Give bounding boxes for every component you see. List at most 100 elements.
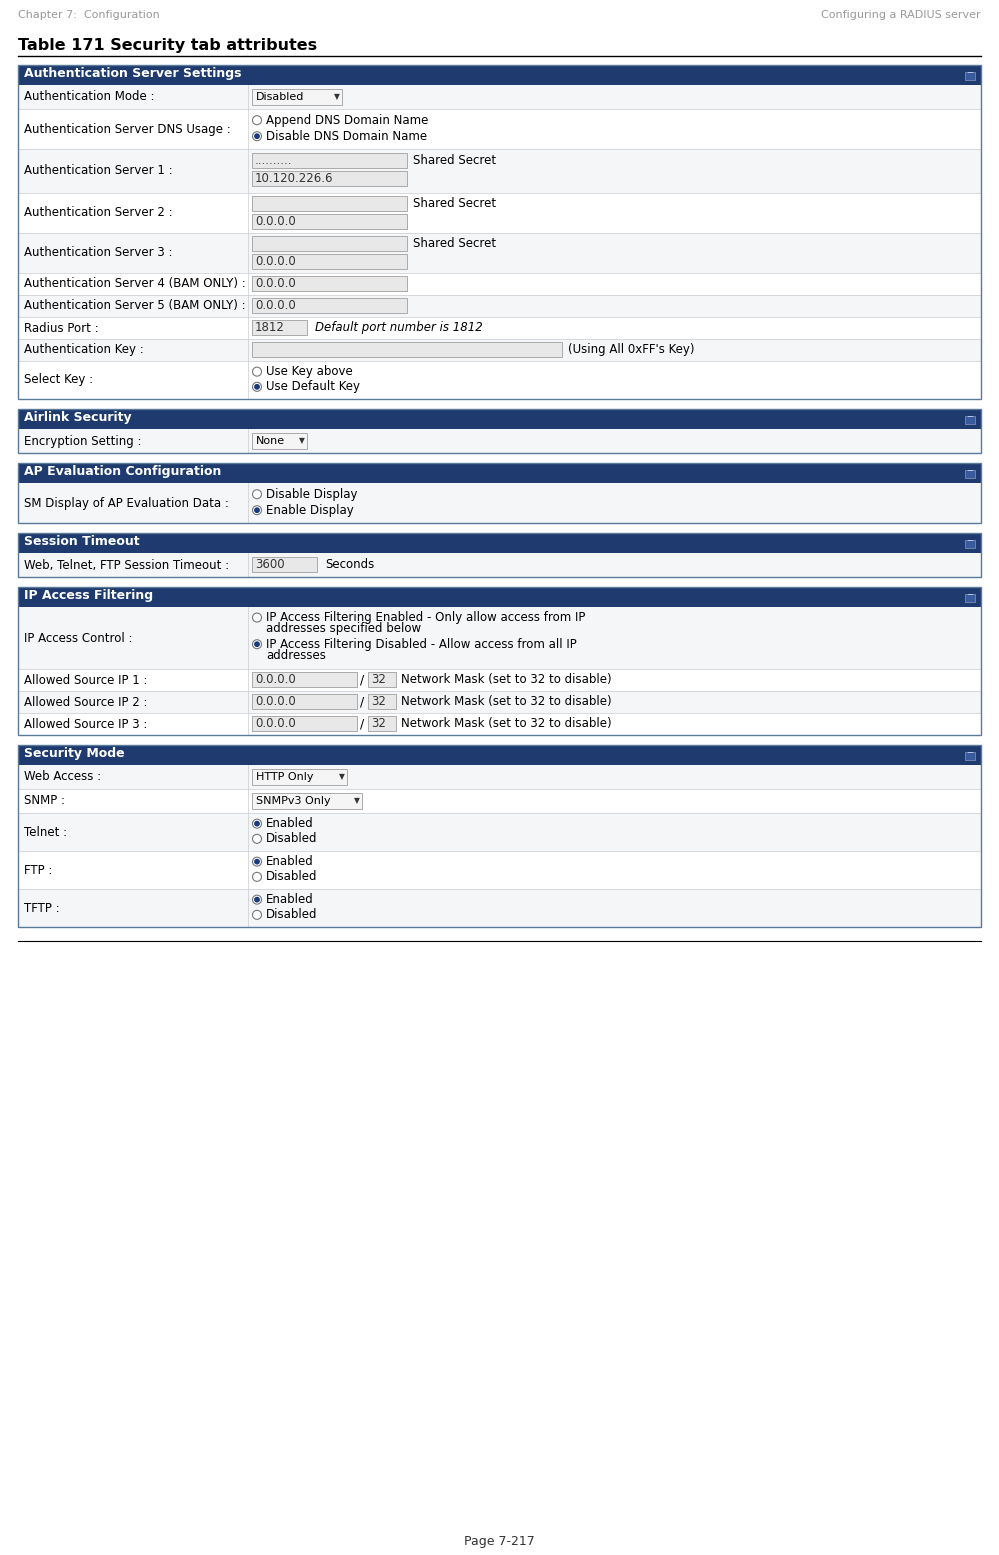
Bar bbox=[252, 275, 407, 291]
Text: Network Mask (set to 32 to disable): Network Mask (set to 32 to disable) bbox=[401, 673, 611, 686]
Text: Enabled: Enabled bbox=[266, 855, 314, 868]
Text: Disabled: Disabled bbox=[266, 832, 318, 846]
Circle shape bbox=[253, 383, 262, 392]
Text: (Using All 0xFF's Key): (Using All 0xFF's Key) bbox=[568, 344, 694, 356]
Text: −: − bbox=[966, 466, 973, 476]
Text: 0.0.0.0: 0.0.0.0 bbox=[255, 673, 296, 686]
Text: 0.0.0.0: 0.0.0.0 bbox=[255, 277, 296, 289]
Text: Enabled: Enabled bbox=[266, 893, 314, 907]
Bar bbox=[18, 361, 981, 400]
Text: Authentication Server Settings: Authentication Server Settings bbox=[24, 67, 242, 79]
Text: HTTP Only: HTTP Only bbox=[256, 771, 314, 782]
Bar bbox=[18, 745, 981, 765]
Circle shape bbox=[253, 857, 262, 866]
Bar bbox=[18, 109, 981, 149]
Circle shape bbox=[253, 132, 262, 140]
Text: IP Access Control :: IP Access Control : bbox=[24, 631, 133, 644]
Circle shape bbox=[255, 897, 259, 902]
Bar bbox=[252, 770, 347, 785]
Bar bbox=[18, 149, 981, 193]
Circle shape bbox=[253, 115, 262, 124]
Bar bbox=[18, 586, 981, 736]
Text: 10.120.226.6: 10.120.226.6 bbox=[255, 173, 334, 185]
Bar bbox=[252, 299, 407, 313]
Bar bbox=[18, 690, 981, 714]
Bar bbox=[18, 714, 981, 736]
Text: Disabled: Disabled bbox=[266, 871, 318, 883]
Bar bbox=[18, 554, 981, 577]
Text: Authentication Server 5 (BAM ONLY) :: Authentication Server 5 (BAM ONLY) : bbox=[24, 300, 246, 313]
Text: ▼: ▼ bbox=[334, 92, 340, 101]
Text: 32: 32 bbox=[371, 673, 386, 686]
Text: Session Timeout: Session Timeout bbox=[24, 535, 140, 547]
Bar bbox=[18, 65, 981, 400]
Text: ..........: .......... bbox=[255, 154, 293, 166]
Text: SNMP :: SNMP : bbox=[24, 795, 65, 807]
Bar bbox=[965, 540, 975, 547]
Bar bbox=[18, 745, 981, 927]
Bar bbox=[18, 788, 981, 813]
Text: Authentication Server 3 :: Authentication Server 3 : bbox=[24, 247, 173, 260]
Circle shape bbox=[255, 134, 259, 138]
Text: addresses specified below: addresses specified below bbox=[266, 622, 422, 634]
Text: 0.0.0.0: 0.0.0.0 bbox=[255, 299, 296, 313]
Circle shape bbox=[255, 508, 259, 513]
Bar bbox=[252, 196, 407, 211]
Text: /: / bbox=[360, 673, 365, 686]
Circle shape bbox=[255, 821, 259, 826]
Bar bbox=[252, 557, 317, 572]
Text: Enabled: Enabled bbox=[266, 816, 314, 830]
Text: Telnet :: Telnet : bbox=[24, 826, 67, 838]
Text: Enable Display: Enable Display bbox=[266, 504, 354, 516]
Bar bbox=[18, 606, 981, 669]
Text: −: − bbox=[966, 68, 973, 78]
Bar bbox=[252, 215, 407, 229]
Text: Security Mode: Security Mode bbox=[24, 746, 125, 760]
Text: AP Evaluation Configuration: AP Evaluation Configuration bbox=[24, 465, 222, 477]
Text: addresses: addresses bbox=[266, 648, 326, 662]
Text: ▼: ▼ bbox=[299, 437, 305, 445]
Text: Disable DNS Domain Name: Disable DNS Domain Name bbox=[266, 129, 428, 143]
Bar bbox=[18, 586, 981, 606]
Text: Authentication Server 1 :: Authentication Server 1 : bbox=[24, 165, 173, 177]
Bar bbox=[18, 295, 981, 317]
Circle shape bbox=[253, 639, 262, 648]
Text: Allowed Source IP 3 :: Allowed Source IP 3 : bbox=[24, 717, 148, 731]
Text: Chapter 7:  Configuration: Chapter 7: Configuration bbox=[18, 9, 160, 20]
Text: IP Access Filtering Enabled - Only allow access from IP: IP Access Filtering Enabled - Only allow… bbox=[266, 611, 585, 624]
Bar bbox=[18, 669, 981, 690]
Bar bbox=[252, 89, 342, 106]
Bar bbox=[965, 72, 975, 79]
Circle shape bbox=[253, 490, 262, 499]
Bar bbox=[18, 533, 981, 577]
Text: Disable Display: Disable Display bbox=[266, 488, 358, 501]
Circle shape bbox=[253, 910, 262, 919]
Text: Web Access :: Web Access : bbox=[24, 770, 101, 784]
Text: −: − bbox=[966, 412, 973, 421]
Bar bbox=[252, 694, 357, 709]
Bar bbox=[18, 429, 981, 453]
Text: Encryption Setting :: Encryption Setting : bbox=[24, 434, 142, 448]
Text: 0.0.0.0: 0.0.0.0 bbox=[255, 717, 296, 729]
Bar bbox=[18, 409, 981, 453]
Text: Authentication Mode :: Authentication Mode : bbox=[24, 90, 155, 104]
Text: Web, Telnet, FTP Session Timeout :: Web, Telnet, FTP Session Timeout : bbox=[24, 558, 229, 572]
Text: TFTP :: TFTP : bbox=[24, 902, 60, 914]
Bar bbox=[18, 193, 981, 233]
Bar bbox=[252, 171, 407, 187]
Text: IP Access Filtering: IP Access Filtering bbox=[24, 589, 153, 602]
Text: None: None bbox=[256, 435, 285, 446]
Text: −: − bbox=[966, 748, 973, 757]
Bar bbox=[18, 339, 981, 361]
Text: 32: 32 bbox=[371, 695, 386, 708]
Text: 3600: 3600 bbox=[255, 558, 285, 571]
Bar bbox=[965, 753, 975, 760]
Bar bbox=[252, 236, 407, 250]
Circle shape bbox=[253, 367, 262, 376]
Bar bbox=[252, 715, 357, 731]
Bar bbox=[252, 672, 357, 687]
Text: Authentication Server 4 (BAM ONLY) :: Authentication Server 4 (BAM ONLY) : bbox=[24, 277, 246, 291]
Text: Shared Secret: Shared Secret bbox=[413, 236, 497, 250]
Text: Append DNS Domain Name: Append DNS Domain Name bbox=[266, 114, 429, 126]
Text: Configuring a RADIUS server: Configuring a RADIUS server bbox=[821, 9, 981, 20]
